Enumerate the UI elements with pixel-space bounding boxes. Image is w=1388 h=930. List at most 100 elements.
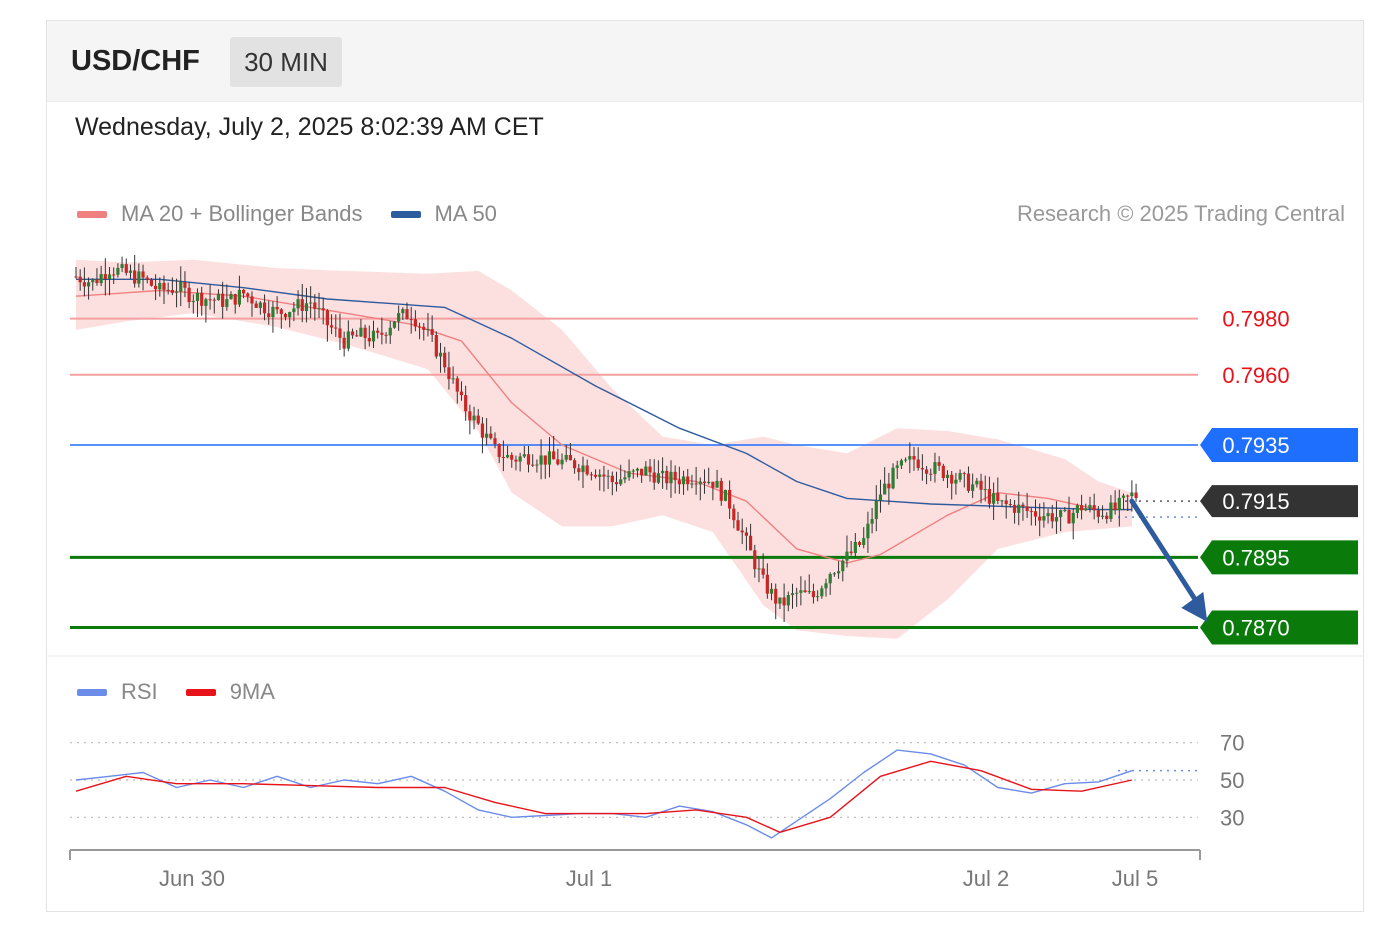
candle-body — [891, 467, 895, 489]
interval-badge[interactable]: 30 MIN — [230, 37, 342, 87]
candle-body — [983, 489, 987, 491]
candle-body — [1126, 495, 1130, 497]
candle-body — [480, 423, 485, 438]
candle-body — [853, 541, 857, 554]
candle-body — [744, 532, 748, 536]
candle-body — [870, 519, 874, 524]
candle-body — [350, 331, 355, 336]
candle-body — [447, 367, 451, 380]
main-legend: MA 20 + Bollinger Bands MA 50 — [77, 201, 497, 227]
candle-body — [790, 593, 795, 596]
candle-body — [1042, 516, 1046, 521]
candle-body — [225, 299, 229, 307]
candle-body — [732, 508, 736, 521]
candle-body — [451, 378, 455, 380]
candle-body — [920, 467, 924, 470]
rsi-series-9ma — [75, 760, 1133, 833]
candle-body — [987, 489, 992, 504]
candle-body — [170, 289, 174, 293]
candle-body — [598, 474, 602, 477]
candle-body — [681, 476, 686, 485]
candle-body — [966, 473, 971, 491]
candle-body — [937, 462, 941, 466]
candle-body — [342, 337, 346, 349]
candle-body — [191, 300, 195, 303]
candle-body — [221, 293, 225, 307]
candle-body — [627, 471, 631, 478]
candle-body — [267, 313, 271, 318]
candle-body — [1092, 505, 1096, 511]
candle-body — [468, 411, 472, 421]
candle-body — [233, 294, 237, 305]
candle-body — [929, 473, 933, 475]
candle-body — [363, 327, 367, 339]
candle-body — [489, 433, 493, 439]
rsi-series-rsi — [75, 749, 1133, 839]
candle-body — [338, 328, 342, 338]
candle-body — [304, 303, 309, 311]
candle-body — [849, 551, 853, 554]
candle-body — [698, 481, 702, 485]
candle-body — [916, 459, 920, 468]
candle-body — [924, 469, 929, 474]
candle-body — [1071, 512, 1075, 524]
candle-body — [124, 264, 128, 273]
candle-body — [1021, 504, 1025, 507]
candle-body — [941, 465, 945, 479]
candle-body — [116, 267, 120, 275]
rsi-swatch — [77, 688, 107, 696]
level-0-7870-label: 0.7870 — [1222, 616, 1289, 641]
candle-body — [971, 484, 975, 491]
candle-body — [723, 489, 728, 501]
candle-body — [183, 281, 187, 288]
level-0-7895-tag — [1200, 540, 1358, 575]
candle-body — [975, 480, 979, 485]
candle-body — [384, 334, 388, 336]
candle-body — [397, 313, 401, 322]
x-tick-label: Jul 2 — [963, 866, 1009, 891]
candle-body — [862, 538, 866, 545]
candle-body — [648, 466, 652, 473]
candle-body — [564, 454, 568, 460]
candle-body — [254, 303, 258, 308]
candle-body — [145, 277, 149, 280]
candle-body — [992, 493, 996, 504]
candles — [74, 254, 1138, 622]
candle-body — [531, 464, 535, 466]
candle-body — [208, 299, 212, 301]
candle-body — [573, 460, 577, 469]
candle-body — [912, 456, 916, 460]
candle-body — [1054, 517, 1059, 522]
candle-body — [510, 455, 514, 460]
candle-body — [673, 471, 677, 481]
candle-body — [472, 415, 476, 421]
legend-ma20-label: MA 20 + Bollinger Bands — [121, 201, 363, 226]
candle-body — [200, 292, 204, 306]
candle-body — [748, 535, 753, 551]
chart-header: USD/CHF 30 MIN — [47, 21, 1363, 102]
candle-body — [237, 289, 242, 305]
candle-body — [296, 299, 300, 309]
candle-body — [640, 468, 644, 476]
candle-body — [137, 271, 141, 284]
candle-body — [769, 588, 774, 594]
candle-body — [179, 281, 183, 292]
candle-body — [1033, 511, 1038, 517]
candle-body — [560, 459, 564, 465]
candle-body — [388, 327, 392, 336]
candle-body — [1067, 510, 1071, 524]
candle-body — [1017, 504, 1021, 513]
ma50-line — [76, 278, 1132, 511]
candle-body — [464, 395, 468, 412]
rsi-tick-70: 70 — [1220, 731, 1244, 756]
candle-body — [702, 481, 707, 484]
candle-body — [313, 302, 317, 309]
level-0-7935-tag — [1200, 428, 1358, 462]
candle-body — [908, 456, 912, 460]
x-tick-label: Jul 5 — [1112, 866, 1158, 891]
candle-body — [1004, 500, 1008, 505]
candle-body — [669, 471, 673, 484]
candle-body — [1096, 510, 1100, 517]
candle-body — [782, 597, 786, 606]
